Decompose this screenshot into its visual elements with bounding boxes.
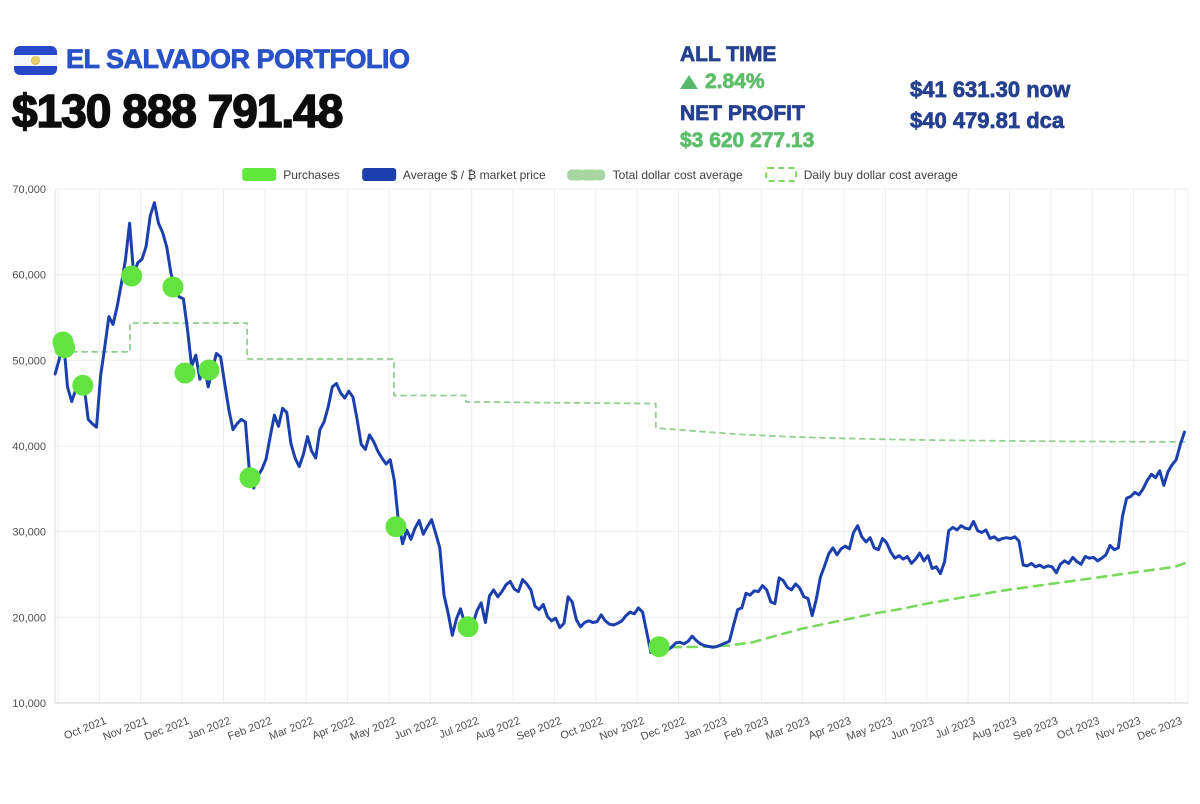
x-tick-label: Mar 2023 xyxy=(764,715,812,743)
flag-stripe-top xyxy=(14,46,57,56)
x-tick-label: Feb 2023 xyxy=(723,715,771,743)
price-dca: $40 479.81 dca xyxy=(910,108,1065,134)
chart-legend: Purchases Average $ / ₿ market price Tot… xyxy=(242,167,958,182)
x-tick-label: Sep 2022 xyxy=(515,715,563,743)
x-tick-label: Aug 2022 xyxy=(474,715,522,743)
series-purchases xyxy=(52,265,670,658)
x-tick-label: Mar 2022 xyxy=(267,715,315,743)
legend-label: Daily buy dollar cost average xyxy=(803,167,958,182)
legend-label: Average $ / ₿ market price xyxy=(402,167,546,182)
legend-label: Total dollar cost average xyxy=(612,167,743,182)
x-tick-label: Jul 2023 xyxy=(934,715,977,741)
y-tick-label: 10,000 xyxy=(12,698,46,710)
x-tick-label: Jul 2022 xyxy=(438,715,481,741)
x-tick-label: Sep 2023 xyxy=(1012,715,1060,743)
series-market-price xyxy=(53,201,1186,654)
flag-emblem-icon xyxy=(31,56,40,65)
flag-stripe-middle xyxy=(14,55,57,66)
legend-item-total-dca[interactable]: Total dollar cost average xyxy=(567,167,743,182)
net-profit-label: NET PROFIT xyxy=(680,102,806,125)
purchase-dot[interactable] xyxy=(54,337,76,359)
up-triangle-icon xyxy=(680,74,698,89)
purchase-dot[interactable] xyxy=(121,265,143,287)
y-tick-label: 70,000 xyxy=(12,184,46,196)
portfolio-total-value: $130 888 791.48 xyxy=(11,84,344,138)
purchase-dot[interactable] xyxy=(72,374,94,396)
purchase-dot[interactable] xyxy=(174,362,196,384)
y-tick-label: 20,000 xyxy=(12,612,46,624)
purchase-dot[interactable] xyxy=(457,616,479,638)
purchases-swatch-icon xyxy=(242,168,277,181)
x-tick-label: Dec 2023 xyxy=(1136,715,1184,743)
el-salvador-flag-icon xyxy=(14,46,57,75)
x-tick-label: Nov 2023 xyxy=(1094,715,1142,743)
purchase-dot[interactable] xyxy=(239,467,261,489)
x-tick-label: May 2023 xyxy=(845,715,894,744)
x-tick-label: Jan 2023 xyxy=(682,715,729,742)
purchase-dot[interactable] xyxy=(162,276,184,298)
flag-stripe-bottom xyxy=(14,65,57,75)
x-tick-label: Dec 2022 xyxy=(639,715,687,743)
chart-gridlines xyxy=(54,188,1189,704)
y-tick-label: 40,000 xyxy=(12,441,46,453)
x-tick-label: Oct 2023 xyxy=(1055,715,1101,742)
purchase-dot[interactable] xyxy=(198,359,220,381)
page-title: EL SALVADOR PORTFOLIO xyxy=(66,44,411,75)
x-tick-label: Aug 2023 xyxy=(970,715,1018,743)
purchase-dot[interactable] xyxy=(385,516,407,538)
all-time-label: ALL TIME xyxy=(680,43,777,66)
daily-dca-swatch-icon xyxy=(764,167,797,182)
stats-block: ALL TIME 2.84% NET PROFIT $3 620 277.13 xyxy=(680,43,815,162)
x-tick-label: Oct 2021 xyxy=(62,715,108,742)
x-tick-label: Nov 2021 xyxy=(101,715,149,743)
x-tick-label: Feb 2022 xyxy=(226,715,274,743)
x-tick-label: Dec 2021 xyxy=(143,715,191,743)
legend-label: Purchases xyxy=(283,167,340,182)
x-tick-label: Jun 2022 xyxy=(393,715,440,742)
purchase-dot[interactable] xyxy=(648,636,670,658)
x-tick-label: Oct 2022 xyxy=(559,715,605,742)
y-axis-labels: 10,000 20,000 30,000 40,000 50,000 60,000 70,0… xyxy=(12,184,46,710)
x-tick-label: Apr 2022 xyxy=(311,715,357,742)
x-tick-label: Nov 2022 xyxy=(598,715,646,743)
all-time-change-value: 2.84% xyxy=(705,70,765,93)
x-tick-label: Jan 2022 xyxy=(186,715,233,742)
x-tick-label: Jun 2023 xyxy=(889,715,936,742)
net-profit-value: $3 620 277.13 xyxy=(680,129,815,152)
price-now: $41 631.30 now xyxy=(910,77,1071,103)
series-total-dca xyxy=(61,322,1186,443)
series-daily-buy-dca xyxy=(654,562,1186,649)
legend-item-purchases[interactable]: Purchases xyxy=(242,168,340,182)
x-tick-label: Apr 2023 xyxy=(807,715,853,742)
all-time-change: 2.84% xyxy=(680,71,814,92)
price-block: $41 631.30 now $40 479.81 dca xyxy=(910,74,1071,136)
y-tick-label: 60,000 xyxy=(12,270,46,282)
legend-item-market-price[interactable]: Average $ / ₿ market price xyxy=(361,167,546,182)
total-dca-swatch-icon xyxy=(567,169,606,180)
y-tick-label: 50,000 xyxy=(12,355,46,367)
x-tick-label: May 2022 xyxy=(349,715,398,744)
y-tick-label: 30,000 xyxy=(12,527,46,539)
market-price-swatch-icon xyxy=(361,168,396,181)
legend-item-daily-dca[interactable]: Daily buy dollar cost average xyxy=(764,167,958,182)
